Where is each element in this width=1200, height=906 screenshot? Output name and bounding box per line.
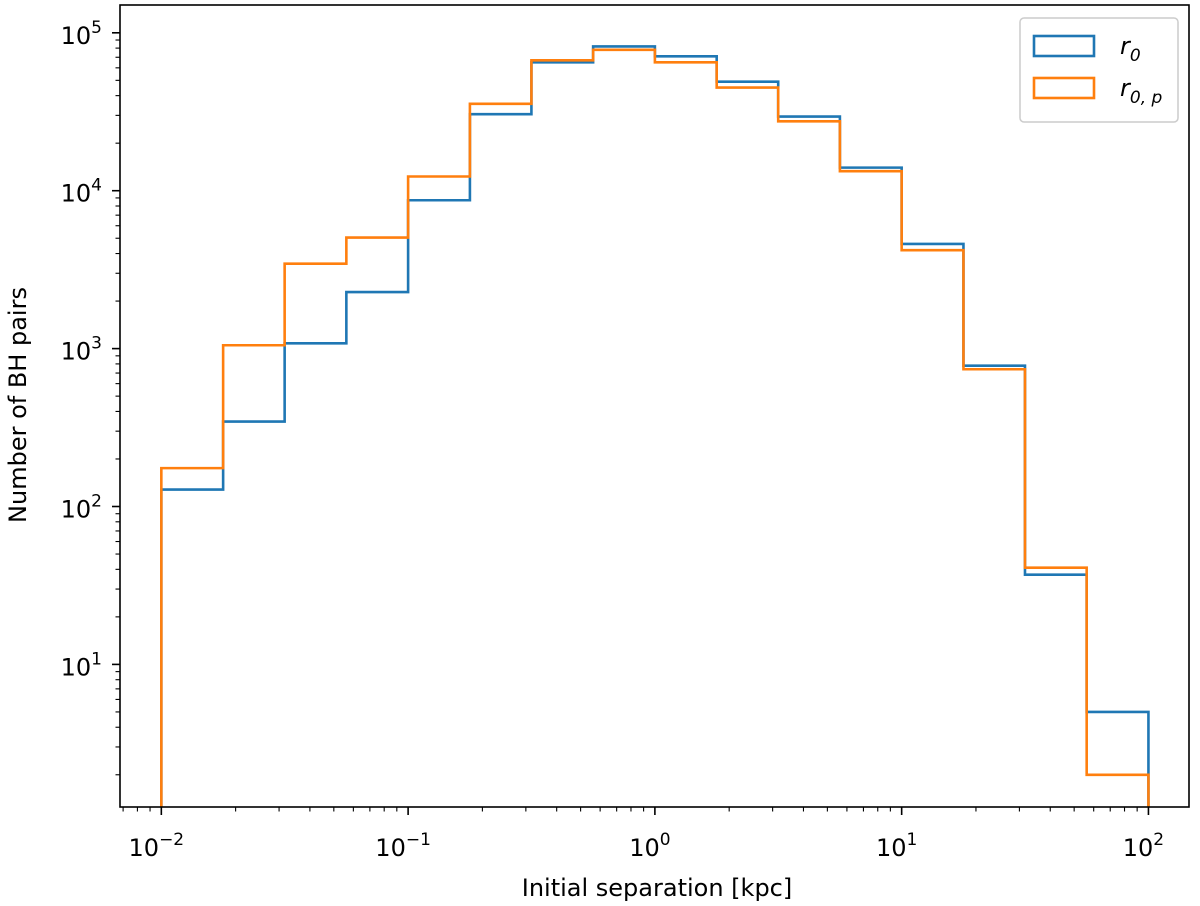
legend-label-0: r0 bbox=[1120, 32, 1141, 66]
histogram-series-1 bbox=[160, 48, 1150, 807]
y-tick-label-2: 103 bbox=[61, 334, 102, 366]
y-axis-label: Number of BH pairs bbox=[4, 287, 32, 523]
series-layer bbox=[160, 45, 1150, 807]
x-tick-label-0: 10−2 bbox=[129, 830, 185, 862]
legend-swatch-1 bbox=[1032, 76, 1096, 100]
legend: r0 r0, p bbox=[1019, 17, 1179, 123]
x-tick-label-2: 100 bbox=[629, 830, 670, 862]
legend-label-1: r0, p bbox=[1120, 74, 1162, 108]
y-tick-label-4: 105 bbox=[61, 18, 102, 50]
plot-frame bbox=[119, 4, 1190, 808]
ticks-layer: 10−2 10−1 100 101 102 101 102 103 104 105 bbox=[61, 18, 1165, 862]
x-axis-label: Initial separation [kpc] bbox=[522, 874, 792, 902]
y-tick-label-3: 104 bbox=[61, 176, 102, 208]
x-tick-label-3: 101 bbox=[876, 830, 917, 862]
y-tick-label-0: 101 bbox=[61, 649, 102, 681]
legend-swatch-0 bbox=[1032, 34, 1096, 58]
y-tick-label-1: 102 bbox=[61, 492, 102, 524]
x-tick-label-1: 10−1 bbox=[375, 830, 431, 862]
legend-box bbox=[1019, 17, 1179, 123]
histogram-series-0 bbox=[160, 45, 1150, 807]
x-tick-label-4: 102 bbox=[1123, 830, 1164, 862]
